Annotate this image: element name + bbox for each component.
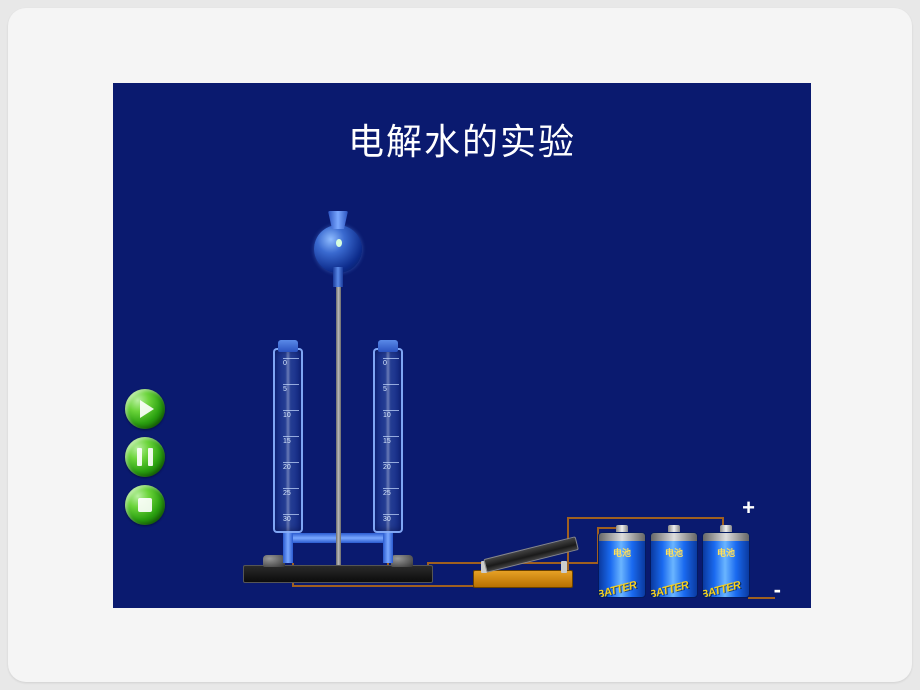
frame: 电解水的实验 [8,8,912,682]
slide-title: 电解水的实验 [113,113,811,165]
tube-right: 0 5 10 15 20 25 30 [373,348,403,533]
reservoir-bulb [314,225,362,273]
connector-leg-left [283,533,293,563]
graduation-mark: 25 [283,488,299,497]
battery-label-en: BATTER [650,577,698,598]
battery-label-cn: 电池 [703,546,749,559]
graduation-mark: 30 [283,514,299,523]
connector-leg-right [383,533,393,563]
graduation-mark: 0 [383,358,399,367]
graduation-mark: 20 [283,462,299,471]
stop-button[interactable] [125,485,165,525]
terminal-positive: + [742,495,755,521]
play-icon [140,400,154,418]
battery: 电池 BATTER [650,523,698,598]
graduation-mark: 25 [383,488,399,497]
battery-label-cn: 电池 [651,546,697,559]
graduation-mark: 30 [383,514,399,523]
pause-button[interactable] [125,437,165,477]
battery: 电池 BATTER [702,523,750,598]
tube-right-grads: 0 5 10 15 20 25 30 [383,358,399,523]
pause-icon [137,448,153,466]
battery-label-en: BATTER [598,577,646,598]
graduation-mark: 0 [283,358,299,367]
terminal-negative: - [774,577,781,603]
graduation-mark: 20 [383,462,399,471]
media-controls [125,389,165,533]
battery-label-cn: 电池 [599,546,645,559]
graduation-mark: 10 [383,410,399,419]
battery-label-en: BATTER [702,577,750,598]
stop-icon [138,498,152,512]
battery-pack: 电池 BATTER 电池 BATTER 电池 BATTER [598,523,750,598]
tube-left: 0 5 10 15 20 25 30 [273,348,303,533]
apparatus-stage: 0 5 10 15 20 25 30 0 5 10 15 20 25 30 电池 BATTER [203,183,783,603]
play-button[interactable] [125,389,165,429]
graduation-mark: 5 [383,384,399,393]
stand-rod [336,255,341,565]
switch-base [473,570,573,588]
graduation-mark: 15 [283,436,299,445]
tube-left-grads: 0 5 10 15 20 25 30 [283,358,299,523]
switch-post-right [561,561,567,573]
graduation-mark: 5 [283,384,299,393]
slide: 电解水的实验 [113,83,811,608]
battery: 电池 BATTER [598,523,646,598]
graduation-mark: 10 [283,410,299,419]
graduation-mark: 15 [383,436,399,445]
